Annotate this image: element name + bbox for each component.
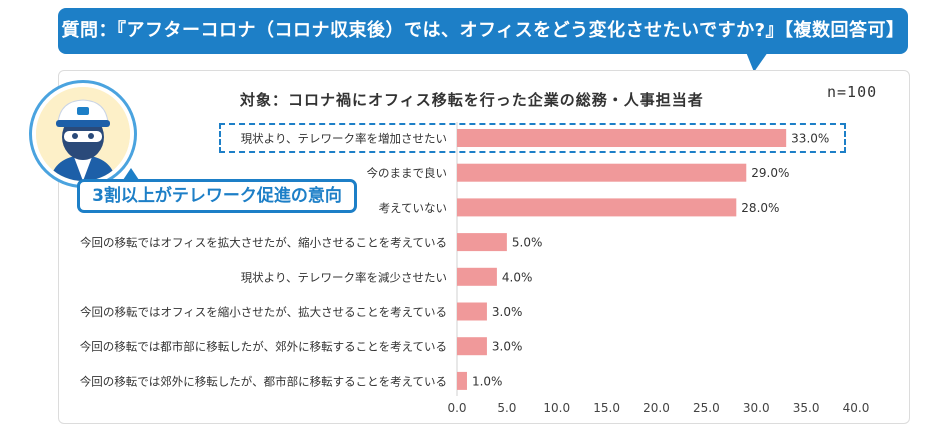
x-tick-label: 30.0 xyxy=(743,401,770,415)
x-tick-label: 15.0 xyxy=(593,401,620,415)
bar xyxy=(457,337,487,356)
callout-box: 3割以上がテレワーク促進の意向 xyxy=(77,179,357,213)
x-tick-label: 20.0 xyxy=(643,401,670,415)
category-label: 今回の移転ではオフィスを縮小させたが、拡大させることを考えている xyxy=(80,305,447,319)
banner-tail xyxy=(746,52,768,72)
category-label: 今回の移転ではオフィスを拡大させたが、縮小させることを考えている xyxy=(80,236,447,250)
value-label: 3.0% xyxy=(492,305,523,319)
x-tick-label: 5.0 xyxy=(497,401,516,415)
question-banner: 質問：『アフターコロナ（コロナ収束後）では、オフィスをどう変化させたいですか?』… xyxy=(58,8,908,54)
x-tick-label: 40.0 xyxy=(843,401,870,415)
value-label: 1.0% xyxy=(472,374,503,388)
value-label: 4.0% xyxy=(502,270,533,284)
bar xyxy=(457,371,467,390)
bar xyxy=(457,302,487,321)
category-label: 今回の移転では都市部に移転したが、郊外に移転することを考えている xyxy=(80,340,447,354)
category-label: 現状より、テレワーク率を減少させたい xyxy=(241,270,447,284)
category-label: 考えていない xyxy=(379,201,447,215)
x-tick-label: 10.0 xyxy=(543,401,570,415)
value-label: 28.0% xyxy=(741,201,779,215)
question-text: 質問：『アフターコロナ（コロナ収束後）では、オフィスをどう変化させたいですか?』… xyxy=(61,20,905,41)
value-label: 5.0% xyxy=(512,236,543,250)
category-label: 今回の移転では郊外に移転したが、都市部に移転することを考えている xyxy=(80,374,447,388)
bar xyxy=(457,163,747,182)
value-label: 33.0% xyxy=(791,132,829,146)
x-tick-label: 35.0 xyxy=(793,401,820,415)
category-label: 今のままで良い xyxy=(367,166,448,180)
callout-tail xyxy=(123,168,139,180)
x-tick-label: 25.0 xyxy=(693,401,720,415)
highlight-box xyxy=(219,123,846,153)
sample-size: n=100 xyxy=(827,83,878,101)
mascot-icon xyxy=(36,87,130,181)
mascot-avatar xyxy=(32,83,134,185)
bar xyxy=(457,198,737,217)
bar xyxy=(457,233,507,252)
bar xyxy=(457,129,787,147)
chart-title: 対象：コロナ禍にオフィス移転を行った企業の総務・人事担当者 xyxy=(240,91,704,109)
value-label: 3.0% xyxy=(492,340,523,354)
bar xyxy=(457,267,497,286)
x-tick-label: 0.0 xyxy=(447,401,466,415)
value-label: 29.0% xyxy=(751,166,789,180)
category-label: 現状より、テレワーク率を増加させたい xyxy=(241,132,447,146)
